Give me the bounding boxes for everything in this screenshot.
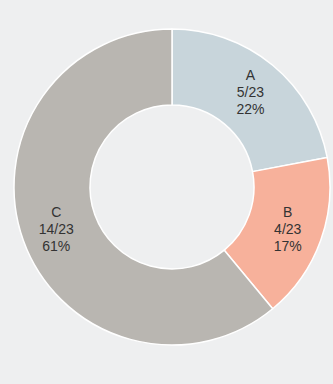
svg-text:C: C <box>51 204 61 220</box>
svg-text:4/23: 4/23 <box>274 221 301 237</box>
svg-text:5/23: 5/23 <box>237 84 264 100</box>
svg-text:14/23: 14/23 <box>39 221 74 237</box>
svg-text:17%: 17% <box>274 238 302 254</box>
svg-text:A: A <box>246 67 256 83</box>
svg-text:B: B <box>283 204 292 220</box>
svg-text:61%: 61% <box>42 238 70 254</box>
svg-text:22%: 22% <box>236 101 264 117</box>
